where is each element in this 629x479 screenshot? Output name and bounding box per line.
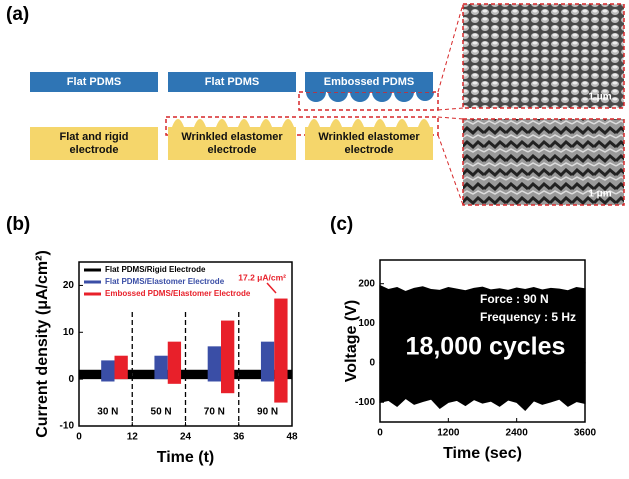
x-tick-label: 0	[76, 432, 82, 443]
x-tick-label: 24	[180, 432, 192, 443]
y-tick-label: -100	[355, 397, 375, 408]
force-label: 30 N	[97, 407, 118, 418]
x-tick-label: 3600	[574, 428, 597, 439]
y-tick-label: 200	[358, 278, 375, 289]
force-label: 50 N	[151, 407, 172, 418]
legend-label: Flat PDMS/Rigid Electrode	[105, 265, 206, 274]
y-tick-label: 0	[369, 357, 375, 368]
layer-box: Flat PDMS	[168, 72, 296, 92]
sem-image	[462, 118, 625, 206]
signal-range	[207, 346, 221, 382]
signal-range	[101, 360, 115, 382]
legend-label: Flat PDMS/Elastomer Electrode	[105, 277, 225, 286]
voltage-band	[379, 362, 586, 411]
panel-label: (c)	[330, 214, 354, 235]
electrode-box: Flat and rigid electrode	[30, 127, 158, 160]
signal-range	[154, 355, 168, 380]
scale-bar: 1 μm	[588, 189, 611, 200]
annotation: Force : 90 N	[480, 292, 549, 306]
signal-range	[114, 355, 128, 380]
force-label: 70 N	[204, 407, 225, 418]
embossed-bumps	[306, 92, 434, 102]
signal-range	[260, 341, 275, 382]
x-tick-label: 12	[127, 432, 139, 443]
panel-label: (a)	[6, 4, 30, 25]
x-tick-label: 48	[286, 432, 298, 443]
layer-box: Flat PDMS	[30, 72, 158, 92]
x-tick-label: 0	[377, 428, 383, 439]
y-tick-label: 20	[63, 280, 75, 291]
zoom-box	[298, 91, 439, 111]
electrode-box: Wrinkled elastomer electrode	[305, 127, 433, 160]
force-label: 90 N	[257, 407, 278, 418]
signal-range	[221, 320, 235, 394]
zoom-line	[437, 3, 464, 93]
panel-label: (b)	[6, 214, 31, 235]
y-tick-label: 0	[68, 374, 74, 385]
electrode-box: Wrinkled elastomer electrode	[168, 127, 296, 160]
wrinkle-bumps	[172, 119, 430, 127]
zoom-box	[165, 116, 439, 136]
signal-range	[167, 341, 182, 384]
zoom-line	[437, 107, 464, 111]
voltage-band	[379, 284, 586, 364]
scale-bar: 1 μm	[588, 92, 611, 103]
layer-box: Embossed PDMS	[305, 72, 433, 92]
annotation: 18,000 cycles	[406, 333, 566, 361]
annotation: Frequency : 5 Hz	[480, 310, 576, 324]
legend-label: Embossed PDMS/Elastomer Electrode	[105, 289, 251, 298]
x-axis-label: Time (sec)	[443, 445, 522, 462]
zoom-line	[437, 134, 464, 206]
y-tick-label: 10	[63, 327, 75, 338]
zoom-line	[437, 116, 464, 120]
x-axis-label: Time (t)	[157, 449, 214, 466]
y-tick-label: -10	[60, 421, 75, 432]
x-tick-label: 1200	[437, 428, 460, 439]
y-axis-label: Current density (μA/cm²)	[34, 250, 51, 438]
y-axis-label: Voltage (V)	[343, 300, 360, 382]
sem-image	[462, 3, 625, 109]
y-tick-label: 100	[358, 318, 375, 329]
annotation-arrow	[266, 282, 277, 294]
x-tick-label: 2400	[506, 428, 529, 439]
signal-range	[274, 298, 288, 403]
x-tick-label: 36	[233, 432, 245, 443]
annotation: 17.2 μA/cm²	[238, 272, 286, 282]
